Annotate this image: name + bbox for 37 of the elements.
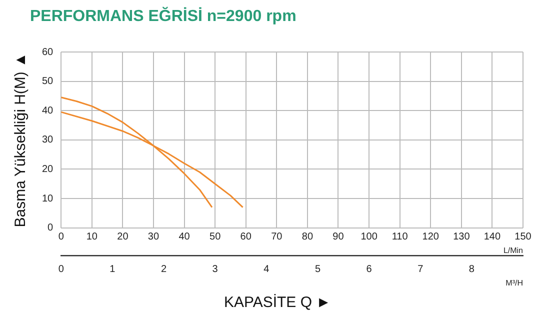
- x-tick-label: 10: [86, 232, 98, 243]
- x-tick-label: 30: [148, 232, 160, 243]
- x-tick-label: 0: [58, 232, 64, 243]
- y-tick-label: 10: [42, 193, 54, 204]
- x-tick-label: 50: [210, 232, 222, 243]
- x2-axis-title: M³/H: [506, 278, 524, 288]
- x-tick-label: 150: [514, 232, 532, 243]
- x-tick-label: 130: [453, 232, 470, 243]
- x2-tick-label: 5: [314, 264, 321, 276]
- x-tick-label: 70: [271, 232, 283, 243]
- x2-tick-label: 0: [58, 264, 64, 276]
- x-tick-label: 110: [392, 232, 408, 243]
- y-axis-title: Basma Yüksekliği H(M) ▲: [12, 52, 30, 228]
- y-tick-label: 40: [42, 105, 54, 116]
- x-axis-title: KAPASİTE Q ►: [222, 294, 332, 311]
- x-tick-label: 90: [332, 232, 344, 243]
- x-tick-label: 80: [302, 232, 314, 243]
- x-tick-label: 120: [422, 232, 440, 243]
- x2-tick-label: 1: [110, 264, 116, 276]
- y-tick-label: 0: [48, 222, 54, 234]
- text: L/Min: [503, 246, 523, 255]
- x-tick-label: 20: [117, 232, 129, 243]
- y-tick-label: 20: [42, 164, 54, 175]
- y-tick-label: 60: [42, 46, 54, 58]
- y-tick-label: 30: [42, 134, 54, 146]
- x-tick-label: 140: [484, 232, 501, 243]
- x-tick-label: 40: [178, 232, 190, 243]
- x-tick-label: 100: [360, 232, 378, 243]
- x-tick-label: 60: [240, 232, 252, 243]
- x2-tick-label: 7: [418, 264, 424, 276]
- x2-tick-label: 8: [468, 264, 475, 276]
- x2-tick-label: 6: [366, 264, 372, 276]
- x2-tick-label: 4: [264, 264, 270, 276]
- y-tick-label: 50: [42, 76, 54, 88]
- x2-tick-label: 2: [160, 264, 167, 276]
- chart-title: PERFORMANS EĞRİSİ n=2900 rpm: [29, 8, 298, 27]
- x2-tick-label: 3: [212, 264, 218, 276]
